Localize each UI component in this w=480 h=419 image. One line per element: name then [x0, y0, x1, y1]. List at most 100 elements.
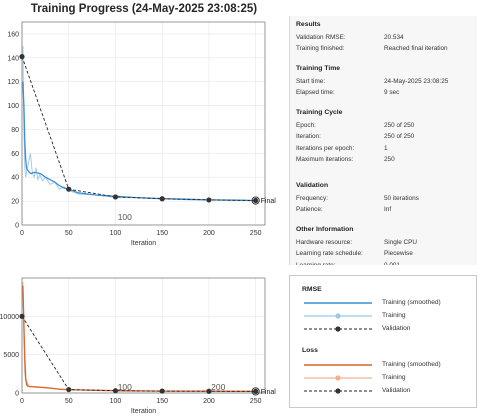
- validation-point: [206, 197, 212, 203]
- validation-point: [112, 388, 119, 394]
- legend-rmse-training: Training: [304, 311, 464, 321]
- validation-point: [253, 197, 259, 204]
- info-key: Frequency:: [296, 195, 328, 202]
- y-tick-label: 40: [11, 175, 19, 182]
- info-value: Inf: [384, 206, 392, 214]
- info-value: 250 of 250: [384, 122, 415, 129]
- info-value: 50 iterations: [384, 195, 419, 202]
- axes-frame: [21, 21, 266, 226]
- y-tick-label: 60: [11, 151, 19, 158]
- window-title: Training Progress (24-May-2025 23:08:25): [30, 3, 258, 15]
- training-plots: 0 20 40 60 80 100 120 140 160 0 50 100 150 200 250 Iter…: [0, 21, 277, 415]
- training-smoothed-series-line: [22, 81, 256, 202]
- info-value: 20.534: [384, 34, 404, 41]
- x-axis-label: Iteration: [131, 240, 156, 247]
- training-smoothed-series-line: [22, 285, 256, 393]
- x-tick-label: 100: [110, 398, 122, 405]
- y-tick-label: 0: [15, 391, 19, 398]
- x-tick-label: 250: [250, 398, 262, 405]
- info-value: Reached final iteration: [384, 45, 448, 53]
- info-value: 250: [384, 156, 395, 164]
- results-section-heading: Results: [296, 21, 321, 28]
- results-section-row: Validation RMSE: 20.534: [296, 34, 472, 43]
- info-value: 1: [384, 144, 388, 152]
- info-value: 24-May-2025 23:08:25: [384, 78, 449, 85]
- other-information-section-heading: Other Information: [296, 226, 354, 233]
- info-key: Learning rate:: [296, 262, 335, 265]
- results-section-row: Training finished: Reached final iteratio…: [296, 45, 472, 54]
- y-tick-label: 20: [11, 199, 19, 206]
- validation-point: [253, 388, 259, 394]
- training-time-section-heading: Training Time: [296, 65, 341, 72]
- legend-dashed-marker-icon: [304, 326, 372, 332]
- y-tick-label: 100: [7, 103, 19, 110]
- x-tick-label: 200: [203, 230, 215, 237]
- legend-panel: RMSE Training (smoothed) Training Valida…: [289, 275, 477, 408]
- validation-series-line: [21, 56, 256, 201]
- iteration-annotation: 100: [118, 382, 132, 392]
- validation-point: [206, 388, 212, 394]
- training-cycle-section-row: Iteration: 250 of 250: [296, 133, 472, 142]
- y-tick-label: 5000: [3, 352, 19, 359]
- x-tick-label: 150: [156, 230, 168, 237]
- info-key: Training finished:: [296, 45, 345, 53]
- validation-section-row: Frequency: 50 iterations: [296, 195, 472, 204]
- info-key: Maximum iterations:: [296, 156, 354, 164]
- axes-frame: [21, 277, 266, 394]
- info-key: Iterations per epoch:: [296, 144, 355, 152]
- info-key: Patience:: [296, 206, 323, 214]
- x-tick-label: 250: [250, 230, 262, 237]
- other-information-section-row: Learning rate schedule: Piecewise: [296, 250, 472, 259]
- training-cycle-section-heading: Training Cycle: [296, 109, 343, 116]
- final-label: Final: [261, 198, 277, 205]
- info-value: 9 sec: [384, 89, 400, 97]
- legend-dashed-marker-icon: [304, 388, 372, 394]
- other-information-section-row: Learning rate: 0.001: [296, 262, 472, 265]
- y-tick-label: 160: [7, 31, 19, 38]
- training-series-line: [22, 281, 256, 392]
- legend-label: Training (smoothed): [382, 361, 441, 368]
- y-tick-label: 10000: [0, 314, 19, 321]
- info-key: Iteration:: [296, 133, 321, 141]
- legend-line-marker-icon: [304, 375, 372, 381]
- x-tick-label: 0: [20, 398, 24, 405]
- legend-label: Validation: [382, 387, 411, 394]
- legend-line-marker-icon: [304, 313, 372, 319]
- validation-series-line: [21, 316, 256, 392]
- legend-loss-heading: Loss: [302, 347, 318, 354]
- legend-label: Validation: [382, 325, 411, 332]
- legend-loss-training: Training: [304, 373, 464, 383]
- info-key: Hardware resource:: [296, 239, 353, 246]
- legend-line-icon: [304, 302, 372, 304]
- legend-rmse-heading: RMSE: [302, 286, 322, 293]
- info-value: 0.001: [384, 262, 400, 265]
- y-tick-label: 120: [7, 79, 19, 86]
- validation-point: [66, 386, 72, 393]
- validation-point: [159, 388, 165, 394]
- validation-section-row: Patience: Inf: [296, 206, 472, 215]
- training-cycle-section-row: Iterations per epoch: 1: [296, 145, 472, 154]
- validation-point: [66, 186, 72, 192]
- info-value: Piecewise: [384, 250, 413, 258]
- y-tick-label: 80: [11, 127, 19, 134]
- final-marker: [251, 387, 260, 396]
- validation-section-heading: Validation: [296, 182, 329, 189]
- training-cycle-section-row: Maximum iterations: 250: [296, 156, 472, 165]
- final-marker: [251, 196, 260, 205]
- training-cycle-section-row: Epoch: 250 of 250: [296, 122, 472, 131]
- legend-rmse-validation: Validation: [304, 324, 464, 334]
- final-label: Final: [261, 389, 277, 396]
- info-value: Single CPU: [384, 239, 418, 246]
- info-key: Epoch:: [296, 122, 316, 129]
- y-tick-label: 0: [15, 223, 19, 230]
- training-time-section-row: Start time: 24-May-2025 23:08:25: [296, 78, 472, 87]
- legend-label: Training: [382, 312, 406, 319]
- x-tick-label: 50: [65, 398, 73, 405]
- validation-point: [19, 54, 25, 60]
- other-information-section-row: Hardware resource: Single CPU: [296, 239, 472, 248]
- info-value: 250 of 250: [384, 133, 415, 141]
- legend-label: Training (smoothed): [382, 299, 441, 306]
- iteration-annotation: 100: [118, 212, 132, 222]
- legend-label: Training: [382, 374, 406, 381]
- x-tick-label: 0: [20, 230, 24, 237]
